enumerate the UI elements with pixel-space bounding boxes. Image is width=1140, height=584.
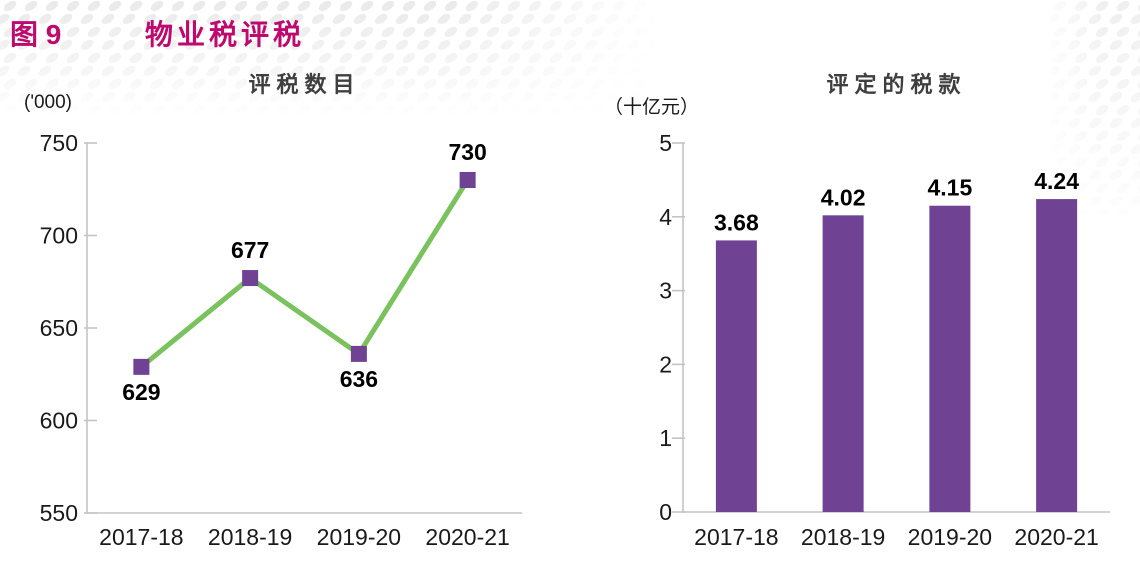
bar-chart-title: 评定的税款 [826,72,967,97]
svg-text:0: 0 [659,499,672,525]
svg-text:2020-21: 2020-21 [1014,524,1098,550]
svg-text:4.24: 4.24 [1034,168,1079,194]
svg-text:4.02: 4.02 [821,184,866,210]
svg-text:2: 2 [659,351,672,377]
svg-text:4: 4 [659,204,672,230]
svg-text:600: 600 [40,408,78,434]
svg-text:750: 750 [40,130,78,156]
svg-text:550: 550 [40,500,78,526]
svg-text:2019-20: 2019-20 [908,524,992,550]
svg-text:2019-20: 2019-20 [317,524,401,550]
svg-text:730: 730 [448,139,486,165]
svg-text:677: 677 [231,237,269,263]
svg-text:3: 3 [659,278,672,304]
dot-pattern-decoration-left [0,0,660,118]
svg-text:3.68: 3.68 [714,209,759,235]
svg-text:1: 1 [659,425,672,451]
svg-text:700: 700 [40,223,78,249]
svg-text:636: 636 [340,366,378,392]
line-chart-canvas: 550 600 650 700 750 2017-18 2018-19 2019-20 2020… [40,130,522,550]
svg-text:2017-18: 2017-18 [99,524,183,550]
figure-label: 图 9 [10,19,62,50]
line-chart-title: 评税数目 [248,72,361,97]
svg-text:2017-18: 2017-18 [694,524,778,550]
svg-text:2018-19: 2018-19 [208,524,292,550]
svg-text:629: 629 [122,379,160,405]
svg-text:4.15: 4.15 [927,175,972,201]
svg-text:2020-21: 2020-21 [425,524,509,550]
svg-text:650: 650 [40,315,78,341]
bar-chart-unit-label: （十亿元） [604,97,700,118]
svg-text:2018-19: 2018-19 [801,524,885,550]
bar-chart-canvas: 0 1 2 3 4 5 2017-18 2018-19 2019-20 2020-21 3.68 4.… [659,130,1110,550]
line-chart-unit-label: ('000) [24,92,72,113]
svg-text:5: 5 [659,130,672,156]
page-title: 物业税评税 [145,19,306,50]
